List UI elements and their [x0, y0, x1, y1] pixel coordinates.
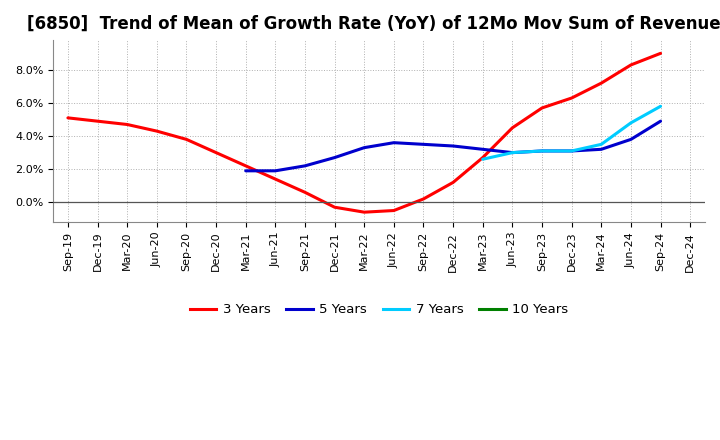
3 Years: [567, 95, 576, 101]
5 Years: [538, 148, 546, 154]
3 Years: [449, 180, 457, 185]
5 Years: [390, 140, 398, 145]
3 Years: [360, 209, 369, 215]
3 Years: [626, 62, 635, 68]
5 Years: [241, 168, 250, 173]
5 Years: [656, 118, 665, 124]
3 Years: [597, 81, 606, 86]
3 Years: [508, 125, 517, 130]
7 Years: [538, 148, 546, 154]
5 Years: [597, 147, 606, 152]
Line: 3 Years: 3 Years: [68, 53, 660, 212]
5 Years: [508, 150, 517, 155]
5 Years: [567, 148, 576, 154]
3 Years: [538, 105, 546, 110]
3 Years: [479, 155, 487, 160]
3 Years: [123, 122, 132, 127]
3 Years: [182, 137, 191, 142]
5 Years: [330, 155, 339, 160]
7 Years: [626, 120, 635, 125]
5 Years: [419, 142, 428, 147]
3 Years: [153, 128, 161, 134]
5 Years: [360, 145, 369, 150]
3 Years: [390, 208, 398, 213]
Legend: 3 Years, 5 Years, 7 Years, 10 Years: 3 Years, 5 Years, 7 Years, 10 Years: [184, 298, 574, 321]
5 Years: [271, 168, 279, 173]
3 Years: [301, 190, 310, 195]
3 Years: [63, 115, 72, 121]
7 Years: [479, 157, 487, 162]
3 Years: [271, 176, 279, 182]
3 Years: [656, 51, 665, 56]
3 Years: [419, 196, 428, 202]
5 Years: [449, 143, 457, 149]
5 Years: [626, 137, 635, 142]
Line: 5 Years: 5 Years: [246, 121, 660, 171]
3 Years: [241, 163, 250, 169]
3 Years: [330, 205, 339, 210]
7 Years: [656, 104, 665, 109]
7 Years: [508, 150, 517, 155]
7 Years: [567, 148, 576, 154]
3 Years: [212, 150, 220, 155]
Line: 7 Years: 7 Years: [483, 106, 660, 159]
Title: [6850]  Trend of Mean of Growth Rate (YoY) of 12Mo Mov Sum of Revenues: [6850] Trend of Mean of Growth Rate (YoY…: [27, 15, 720, 33]
3 Years: [93, 118, 102, 124]
5 Years: [479, 147, 487, 152]
5 Years: [301, 163, 310, 169]
7 Years: [597, 142, 606, 147]
